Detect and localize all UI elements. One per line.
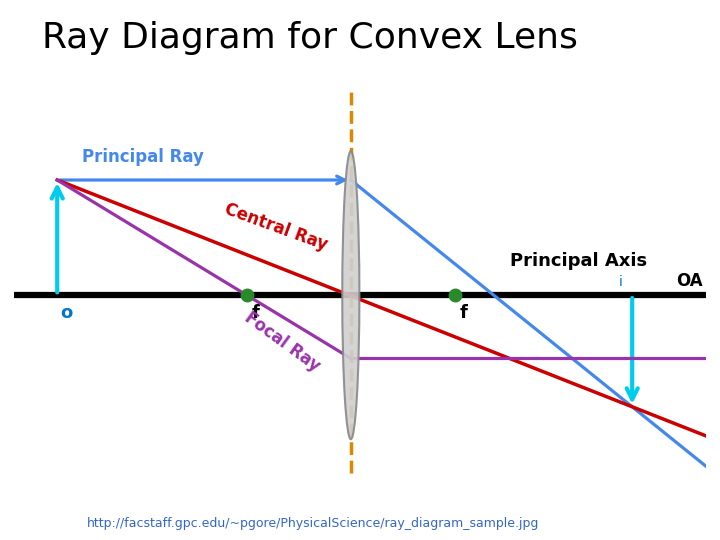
- Ellipse shape: [342, 151, 359, 439]
- Text: f: f: [252, 304, 260, 322]
- Text: OA: OA: [676, 272, 703, 290]
- Text: Ray Diagram for Convex Lens: Ray Diagram for Convex Lens: [42, 21, 578, 55]
- Text: i: i: [619, 275, 623, 289]
- Text: Central Ray: Central Ray: [222, 200, 330, 254]
- Text: o: o: [60, 304, 73, 322]
- Text: f: f: [459, 304, 467, 322]
- Text: Principal Ray: Principal Ray: [81, 148, 204, 166]
- Text: Focal Ray: Focal Ray: [240, 308, 323, 375]
- Text: http://facstaff.gpc.edu/~pgore/PhysicalScience/ray_diagram_sample.jpg: http://facstaff.gpc.edu/~pgore/PhysicalS…: [86, 516, 539, 530]
- Text: Principal Axis: Principal Axis: [510, 252, 647, 271]
